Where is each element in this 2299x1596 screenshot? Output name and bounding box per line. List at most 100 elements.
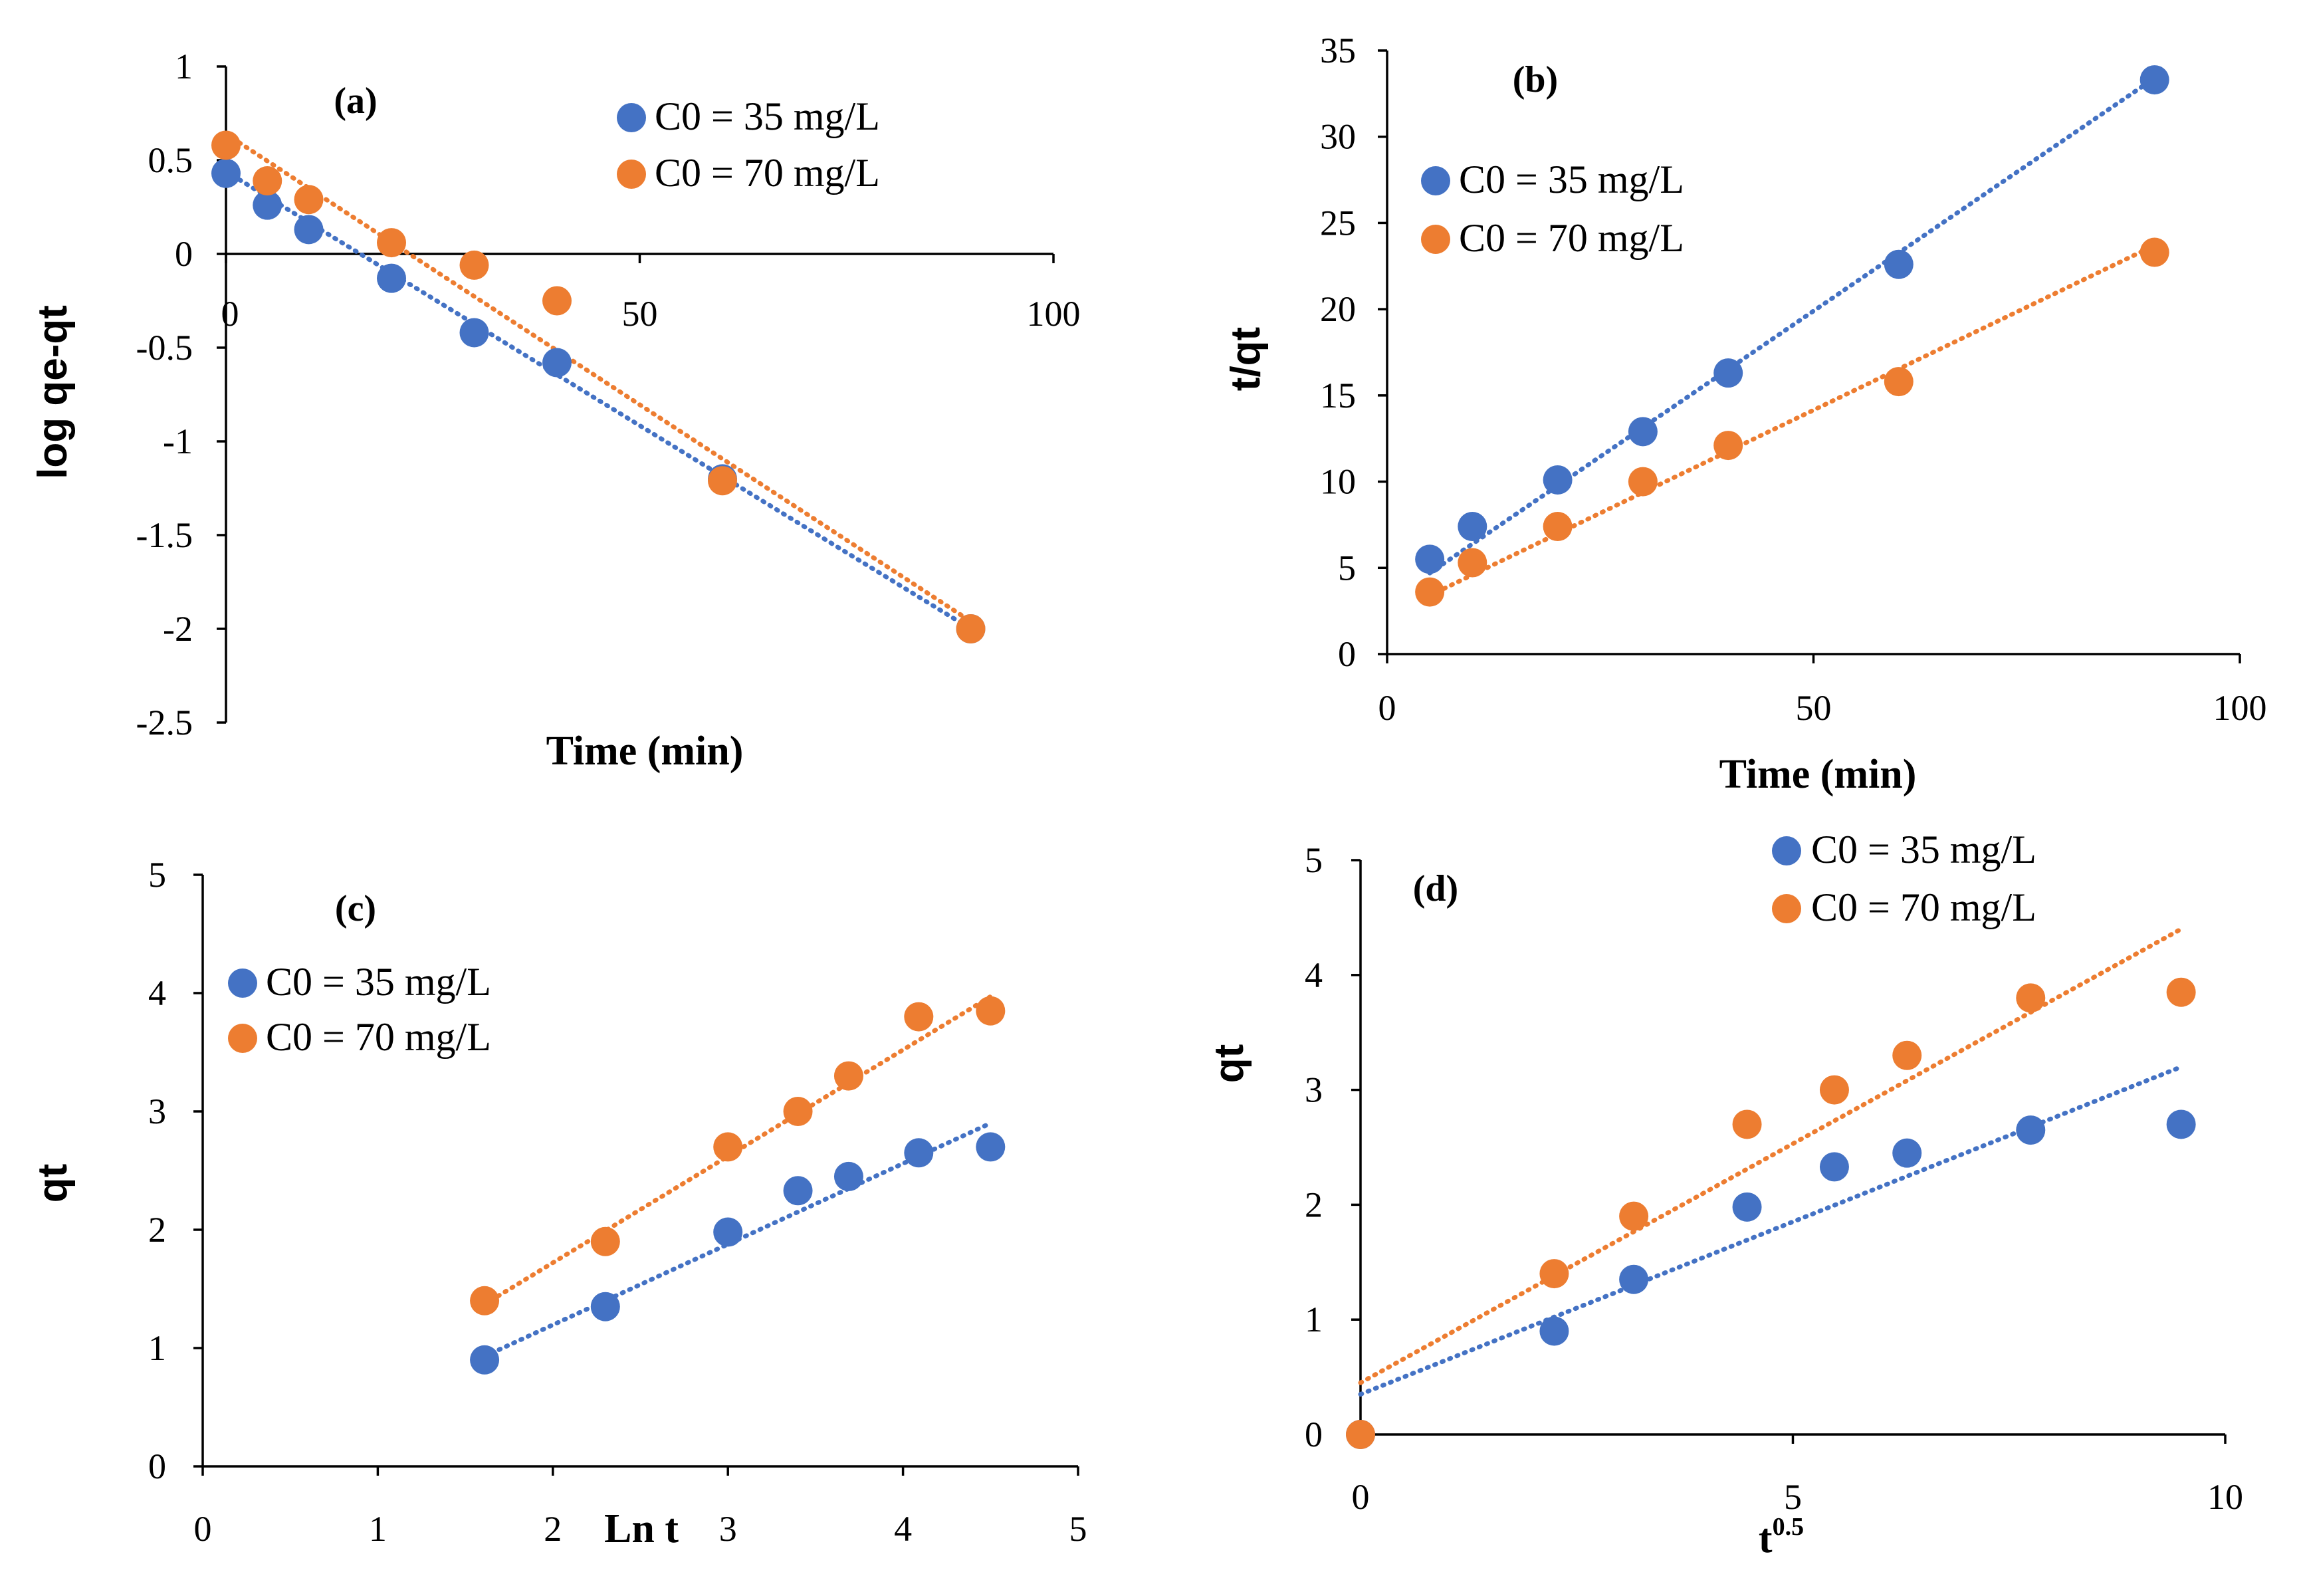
data-point-series-1[interactable] [211,158,241,188]
data-point-series-2[interactable] [1819,1075,1849,1105]
x-tick-label: 0 [1352,1477,1370,1517]
data-point-series-1[interactable] [1543,465,1573,495]
data-point-series-1[interactable] [294,215,324,245]
legend-label-series-1: C0 = 35 mg/L [1459,158,1684,201]
data-point-series-1[interactable] [976,1132,1006,1162]
data-point-series-2[interactable] [1543,512,1573,542]
x-tick-label: 50 [1796,688,1832,728]
data-point-series-2[interactable] [1458,548,1487,578]
x-tick-label: 50 [622,294,658,334]
legend-marker-series-1 [1421,166,1450,195]
data-point-series-1[interactable] [470,1345,500,1375]
y-tick-label: 0 [1305,1415,1323,1454]
data-point-series-2[interactable] [253,166,282,196]
x-axis-title: Ln t [604,1506,679,1551]
data-point-series-1[interactable] [2139,65,2169,95]
data-point-series-2[interactable] [211,130,241,160]
x-tick-label: 5 [1784,1477,1802,1517]
data-point-series-1[interactable] [1892,1138,1922,1168]
legend-label-series-2: C0 = 70 mg/L [655,151,880,195]
y-axis-title: t/qt [1223,327,1269,391]
trendline-series-2 [223,132,973,624]
data-point-series-2[interactable] [713,1132,743,1162]
data-point-series-2[interactable] [1892,1040,1922,1070]
data-point-series-1[interactable] [1819,1152,1849,1182]
data-point-series-2[interactable] [783,1097,813,1126]
data-point-series-1[interactable] [2166,1109,2196,1139]
y-axis-title: log qe-qt [30,305,76,479]
x-axis-title: t0.5 [1759,1513,1804,1561]
data-point-series-1[interactable] [713,1217,743,1247]
data-point-series-1[interactable] [1458,512,1487,542]
data-point-series-2[interactable] [1415,577,1445,607]
data-point-series-2[interactable] [2016,983,2046,1013]
data-point-series-2[interactable] [904,1002,934,1032]
data-point-series-2[interactable] [542,286,572,316]
data-point-series-2[interactable] [956,614,986,643]
data-point-series-1[interactable] [1539,1316,1569,1346]
data-point-series-2[interactable] [1884,367,1914,397]
y-tick-label: 2 [148,1210,166,1250]
y-tick-label: -2.5 [136,703,193,742]
panel-title: (a) [334,80,377,122]
y-tick-label: 1 [148,1328,166,1368]
y-tick-label: -0.5 [136,328,193,368]
data-point-series-2[interactable] [708,466,737,496]
y-tick-label: 1 [1305,1300,1323,1339]
y-tick-label: -1.5 [136,515,193,555]
x-axis-title-text: Time (min) [1719,752,1917,797]
data-point-series-1[interactable] [833,1161,863,1191]
data-point-series-2[interactable] [1628,467,1658,497]
data-point-series-1[interactable] [542,348,572,378]
data-point-series-1[interactable] [590,1292,620,1321]
data-point-series-2[interactable] [1713,431,1743,461]
data-point-series-2[interactable] [294,185,324,215]
data-point-series-2[interactable] [976,996,1006,1026]
data-point-series-2[interactable] [1346,1420,1375,1449]
chart-panel-c: 0 1 2 3 4 5 0 1 2 3 4 5 (c) Ln t qt C0 = 35 mg/L C0 = 70… [30,855,1087,1551]
data-point-series-1[interactable] [1619,1264,1649,1294]
x-tick-label: 100 [1027,294,1081,334]
legend-marker-series-2 [1421,225,1450,254]
x-tick-label: 10 [2207,1477,2243,1517]
chart-panel-b: 0 5 10 15 20 25 30 35 0 50 100 (b) Time (min) t/qt C0 … [1223,31,2267,797]
x-tick-label: 3 [719,1509,737,1549]
data-point-series-1[interactable] [1732,1192,1762,1222]
y-tick-label: 0 [175,234,193,274]
y-tick-label: 35 [1320,31,1356,70]
y-tick-label: 2 [1305,1185,1323,1224]
data-point-series-2[interactable] [2139,237,2169,267]
data-point-series-1[interactable] [2016,1115,2046,1145]
data-point-series-2[interactable] [377,228,406,258]
x-tick-label: 4 [894,1509,912,1549]
data-point-series-1[interactable] [1415,544,1445,574]
trendline-series-1 [223,169,973,631]
data-point-series-1[interactable] [783,1176,813,1206]
data-point-series-1[interactable] [1713,358,1743,388]
legend-marker-series-2 [617,160,646,189]
legend-label-series-1: C0 = 35 mg/L [655,94,880,138]
y-tick-label: 5 [148,855,166,895]
data-point-series-2[interactable] [1732,1109,1762,1139]
data-point-series-2[interactable] [470,1286,500,1315]
data-point-series-1[interactable] [253,190,282,220]
data-point-series-2[interactable] [459,250,489,280]
x-tick-label: 0 [1378,688,1396,728]
legend-label-series-1: C0 = 35 mg/L [266,960,491,1004]
data-point-series-1[interactable] [904,1138,934,1168]
data-point-series-2[interactable] [2166,977,2196,1007]
data-point-series-2[interactable] [590,1226,620,1256]
data-point-series-2[interactable] [833,1061,863,1091]
panel-title: (d) [1413,868,1458,909]
data-point-series-1[interactable] [377,263,406,293]
x-tick-label: 5 [1069,1509,1087,1549]
data-point-series-1[interactable] [1628,417,1658,447]
data-point-series-1[interactable] [459,318,489,348]
data-point-series-1[interactable] [1884,249,1914,279]
y-tick-label: 4 [1305,955,1323,995]
data-point-series-2[interactable] [1619,1201,1649,1231]
x-tick-label: 0 [194,1509,212,1549]
y-tick-label: 3 [1305,1070,1323,1110]
data-point-series-2[interactable] [1539,1259,1569,1289]
